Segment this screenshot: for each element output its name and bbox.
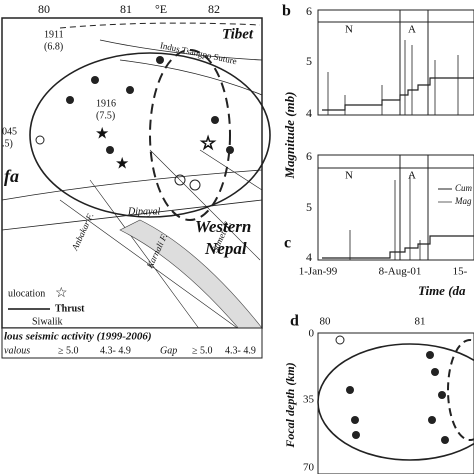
legend-text: Gap (160, 345, 177, 356)
hypocenters (335, 335, 449, 444)
legend-text: 4.3- 4.9 (225, 345, 256, 356)
lon-label: 82 (208, 2, 220, 16)
panel-label: b (282, 3, 291, 20)
phase-label: N (345, 170, 353, 182)
lineaments (59, 149, 263, 331)
lon-label: 81 (120, 2, 132, 16)
region-label: Tibet (222, 26, 254, 42)
quake-mag: .5) (2, 138, 13, 149)
region-label: Western (195, 217, 251, 236)
quake-year: 045 (2, 126, 17, 137)
x-tick-label: 81 (415, 316, 426, 328)
y-tick-label: 0 (309, 328, 315, 340)
fault-lines (1, 39, 263, 231)
legend-text: 4.3- 4.9 (100, 345, 131, 356)
legend-text: Cum (455, 183, 473, 193)
gap-ellipse (447, 339, 474, 441)
y-tick-label: 5 (306, 54, 312, 68)
legend-text: ≥ 5.0 (58, 345, 79, 356)
phase-label: A (408, 170, 416, 182)
anomaly-ellipse (317, 343, 474, 461)
anomaly-ellipse (29, 52, 271, 218)
town-label: Dipayal (127, 206, 160, 217)
lon-label: 80 (38, 2, 50, 16)
legend-box (1, 327, 263, 359)
y-tick-label: 5 (306, 200, 312, 214)
panel-label: c (284, 235, 291, 252)
y-tick-label: 70 (303, 462, 315, 474)
x-tick-label: 8-Aug-01 (379, 266, 422, 278)
quake-mag: (6.8) (44, 41, 63, 52)
cumulative-curve (322, 70, 474, 111)
svg-text:★: ★ (115, 156, 129, 173)
panel-d-frame (317, 332, 474, 474)
panel-label: d (290, 313, 299, 330)
legend-star: ☆ (55, 286, 68, 301)
legend-text: Mag (454, 196, 472, 206)
epicenters (35, 56, 234, 191)
phase-label: A (408, 24, 416, 36)
svg-text:☆: ☆ (200, 133, 216, 153)
y-tick-label: 6 (306, 149, 312, 163)
suture-line (59, 22, 261, 29)
panel-b-frame (317, 9, 474, 116)
legend-text: ulocation (8, 288, 45, 299)
x-tick-label: 80 (320, 316, 332, 328)
lon-label: °E (155, 2, 167, 16)
cumulative-curve (322, 235, 474, 259)
y-axis-label: Focal depth (km) (283, 362, 297, 448)
quake-year: 1911 (44, 29, 64, 40)
x-axis-label: Time (da (418, 283, 466, 298)
siwalik-zone (119, 219, 263, 331)
region-label: fa (4, 166, 19, 186)
panel-c-frame (317, 154, 474, 261)
y-tick-label: 6 (306, 4, 312, 18)
region-label: Nepal (204, 239, 247, 258)
quake-mag: (7.5) (96, 110, 115, 121)
y-tick-label: 4 (306, 106, 312, 120)
svg-text:★: ★ (95, 126, 109, 143)
gap-ellipse (149, 49, 231, 221)
y-axis-label: Magnitude (mb) (282, 91, 297, 179)
legend-text: ≥ 5.0 (192, 345, 213, 356)
suture-label: Indus Tsangpo Suture (159, 40, 238, 66)
y-tick-label: 4 (306, 250, 312, 264)
quake-year: 1916 (96, 98, 116, 109)
legend-text: Thrust (55, 303, 85, 314)
event-lines (349, 175, 421, 260)
legend-title: lous seismic activity (1999-2006) (4, 331, 152, 343)
x-tick-label: 1-Jan-99 (299, 266, 338, 278)
y-tick-label: 35 (303, 394, 315, 406)
legend-text: valous (4, 345, 30, 356)
legend-text: Siwalik (32, 316, 63, 327)
phase-label: N (345, 24, 353, 36)
x-tick-label: 15- (453, 266, 468, 278)
star-markers: ★ ★ ☆ (95, 126, 217, 173)
fault-label: Anbakar F. (69, 211, 95, 252)
